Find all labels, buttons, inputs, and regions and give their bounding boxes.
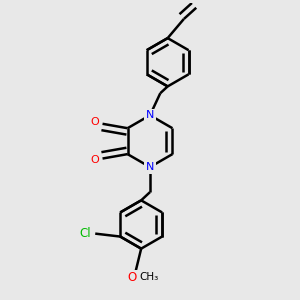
Text: CH₃: CH₃ xyxy=(139,272,158,282)
Text: N: N xyxy=(146,162,154,172)
Text: N: N xyxy=(146,110,154,120)
Text: Cl: Cl xyxy=(79,226,91,239)
Text: O: O xyxy=(91,155,100,165)
Text: O: O xyxy=(91,117,100,127)
Text: O: O xyxy=(128,271,137,284)
